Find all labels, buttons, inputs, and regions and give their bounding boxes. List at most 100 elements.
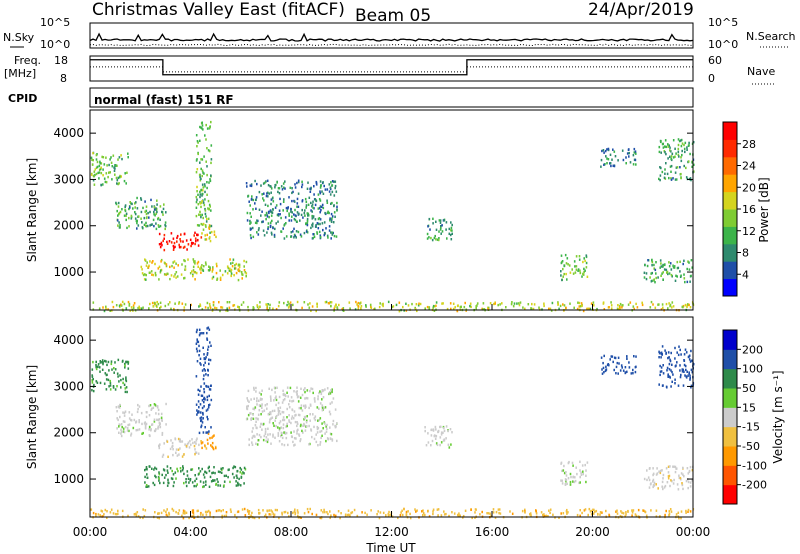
echo-cell [280, 230, 283, 233]
echo-cell [228, 306, 231, 309]
echo-cell [427, 441, 430, 444]
echo-cell [136, 511, 139, 514]
echo-cell [405, 510, 408, 514]
echo-cell [126, 429, 129, 432]
colorbar-swatch [723, 368, 737, 389]
echo-cell [212, 301, 215, 304]
echo-cell [560, 274, 562, 277]
echo-cell [668, 512, 671, 516]
echo-cell [154, 262, 156, 266]
echo-cell [336, 201, 338, 205]
echo-cell [292, 417, 295, 420]
echo-cell [666, 369, 668, 372]
echo-cell [175, 451, 177, 454]
echo-cell [96, 365, 98, 369]
echo-cell [357, 301, 360, 305]
echo-cell [274, 206, 277, 209]
colorbar-tick-label: 20 [742, 181, 756, 194]
echo-cell [103, 513, 105, 516]
echo-cell [195, 439, 198, 442]
echo-cell [287, 443, 289, 447]
x-tick-label: 00:00 [676, 525, 711, 539]
echo-cell [116, 182, 118, 185]
echo-cell [328, 229, 331, 232]
echo-cell [199, 202, 202, 205]
echo-cell [665, 145, 667, 149]
echo-cell [118, 156, 121, 159]
echo-cell [365, 304, 367, 307]
echo-cell [282, 389, 284, 392]
echo-cell [627, 303, 630, 306]
echo-cell [273, 399, 275, 402]
echo-cell [567, 477, 570, 480]
echo-cell [163, 442, 165, 445]
echo-cell [329, 413, 332, 416]
echo-cell [333, 234, 336, 238]
echo-cell [206, 173, 208, 177]
echo-cell [684, 364, 687, 368]
echo-cell [102, 361, 104, 364]
echo-cell [447, 443, 450, 446]
echo-cell [149, 404, 152, 407]
echo-cell [174, 302, 176, 305]
echo-cell [204, 185, 206, 188]
echo-cell [205, 373, 207, 376]
echo-cell [249, 234, 252, 237]
echo-cell [195, 271, 198, 275]
echo-cell [251, 195, 253, 198]
echo-cell [256, 397, 258, 400]
echo-cell [674, 178, 677, 181]
echo-cell [677, 511, 680, 514]
echo-cell [207, 509, 210, 513]
echo-cell [196, 483, 198, 486]
echo-cell [128, 423, 131, 426]
echo-cell [566, 278, 568, 281]
echo-cell [192, 441, 194, 445]
echo-cell [622, 369, 625, 372]
echo-cell [129, 201, 131, 204]
echo-cell [122, 427, 125, 430]
echo-cell [262, 509, 264, 512]
echo-cell [543, 304, 545, 308]
echo-cell [661, 480, 664, 484]
echo-cell [551, 301, 554, 305]
echo-cell [333, 211, 336, 214]
echo-cell [405, 513, 408, 516]
echo-cell [414, 308, 417, 311]
echo-cell [172, 453, 174, 457]
echo-cell [324, 406, 327, 409]
echo-cell [245, 272, 248, 275]
echo-cell [142, 273, 145, 277]
echo-cell [432, 429, 435, 432]
echo-cell [274, 397, 277, 400]
echo-cell [305, 222, 307, 225]
echo-cell [253, 388, 255, 391]
echo-cell [268, 192, 271, 195]
echo-cell [124, 410, 127, 413]
echo-cell [579, 271, 582, 275]
echo-cell [196, 145, 198, 148]
echo-cell [124, 209, 127, 213]
echo-cell [208, 181, 210, 184]
echo-cell [158, 423, 161, 426]
echo-cell [309, 187, 311, 190]
echo-cell [605, 368, 607, 372]
echo-cell [440, 441, 443, 444]
echo-cell [462, 514, 465, 518]
echo-cell [604, 163, 606, 166]
echo-cell [405, 302, 407, 305]
echo-cell [159, 306, 161, 310]
echo-cell [243, 472, 245, 475]
echo-cell [99, 167, 102, 171]
echo-cell [232, 466, 234, 470]
echo-cell [613, 150, 616, 153]
echo-cell [144, 273, 146, 276]
echo-cell [690, 384, 693, 387]
echo-cell [255, 207, 257, 210]
echo-cell [267, 210, 270, 214]
echo-cell [319, 390, 321, 393]
echo-cell [313, 417, 316, 420]
echo-cell [211, 436, 213, 439]
echo-cell [675, 152, 677, 155]
echo-cell [265, 218, 267, 221]
